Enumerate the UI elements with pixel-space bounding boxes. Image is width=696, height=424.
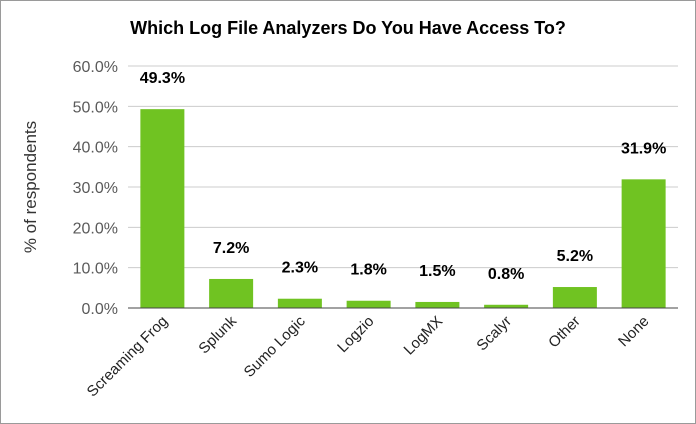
data-label: 31.9%: [621, 140, 666, 157]
data-label: 2.3%: [282, 260, 318, 277]
data-label: 5.2%: [557, 248, 593, 265]
y-tick-label: 0.0%: [82, 301, 118, 318]
bar: [140, 109, 185, 308]
chart-title: Which Log File Analyzers Do You Have Acc…: [130, 18, 566, 38]
y-tick-label: 10.0%: [73, 261, 118, 278]
bar: [346, 300, 391, 308]
data-label: 7.2%: [213, 240, 249, 257]
x-tick-label: Other: [545, 313, 584, 352]
y-tick-label: 50.0%: [73, 99, 118, 116]
bar: [484, 304, 529, 308]
data-label: 49.3%: [140, 70, 185, 87]
bar: [621, 179, 666, 308]
bar: [552, 287, 597, 308]
x-tick-label: Splunk: [195, 312, 240, 357]
data-label: 0.8%: [488, 266, 524, 283]
data-label: 1.5%: [419, 263, 455, 280]
x-tick-label: Scalyr: [473, 313, 514, 354]
x-tick-label: None: [615, 313, 652, 350]
y-tick-label: 40.0%: [73, 140, 118, 157]
data-label: 1.8%: [350, 262, 386, 279]
bar: [209, 278, 254, 308]
bar: [277, 298, 322, 308]
y-tick-label: 60.0%: [73, 59, 118, 76]
y-tick-label: 20.0%: [73, 220, 118, 237]
x-tick-label: Sumo Logic: [241, 312, 309, 380]
x-tick-label: Logzio: [334, 313, 377, 356]
y-tick-label: 30.0%: [73, 180, 118, 197]
x-tick-label: Screaming Frog: [84, 313, 171, 400]
y-axis-label: % of respondents: [21, 121, 40, 253]
x-tick-label: LogMX: [401, 313, 447, 359]
bar: [415, 301, 460, 308]
